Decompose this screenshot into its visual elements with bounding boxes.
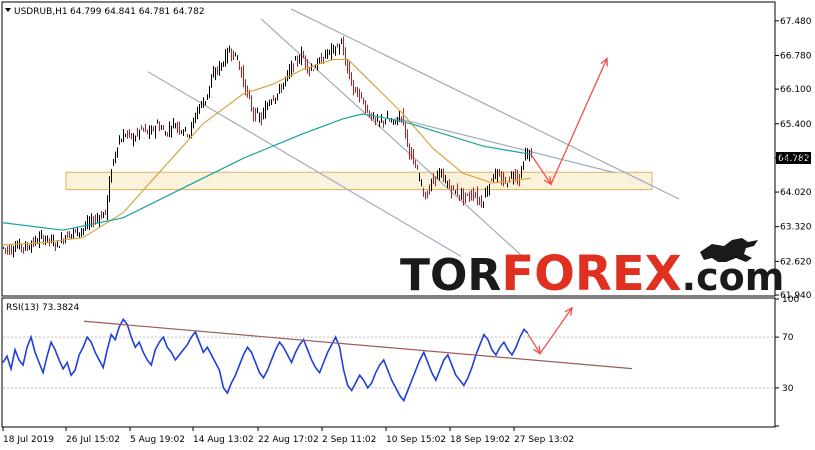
watermark-tor: TOR bbox=[400, 250, 501, 301]
support-zone bbox=[65, 171, 653, 191]
price-y-tick-label: 66.100 bbox=[780, 85, 812, 95]
price-y-tick-label: 67.480 bbox=[780, 17, 812, 27]
x-tick-label: 2 Sep 11:02 bbox=[322, 435, 376, 445]
x-tick-label: 18 Sep 19:02 bbox=[450, 435, 510, 445]
price-y-tick-label: 63.320 bbox=[780, 223, 812, 233]
current-price-tag bbox=[776, 152, 811, 164]
rsi-header: RSI(13) 73.3824 bbox=[6, 303, 79, 313]
price-forecast-arrow-head bbox=[600, 57, 608, 67]
rsi-layer bbox=[2, 306, 774, 403]
x-tick-label: 5 Aug 19:02 bbox=[130, 435, 185, 445]
price-y-tick-label: 64.710 bbox=[780, 154, 812, 164]
rsi-y-tick-label: 70 bbox=[782, 333, 794, 343]
rsi-forecast-arrow-head bbox=[532, 345, 541, 355]
rsi-y-tick-label: 100 bbox=[782, 295, 799, 305]
x-tick-label: 10 Sep 15:02 bbox=[386, 435, 446, 445]
rsi-y-tick-label: 30 bbox=[782, 384, 794, 394]
price-forecast-arrow-head bbox=[543, 176, 552, 186]
trend-line bbox=[147, 71, 462, 257]
price-layer bbox=[2, 8, 680, 262]
trend-line bbox=[290, 8, 680, 200]
price-y-tick-label: 62.620 bbox=[780, 257, 812, 267]
symbol-dropdown-icon[interactable] bbox=[5, 8, 11, 12]
watermark-text: TORFOREX.com bbox=[400, 246, 784, 302]
ma-slow-line bbox=[2, 113, 532, 231]
watermark-forex: FOREX bbox=[501, 246, 681, 302]
rsi-trend-line bbox=[83, 320, 633, 370]
price-panel-frame bbox=[1, 1, 776, 297]
current-price-label: 64.782 bbox=[778, 154, 810, 164]
symbol-header: USDRUB,H1 bbox=[14, 7, 68, 17]
price-y-tick-label: 65.400 bbox=[780, 120, 812, 130]
x-tick-label: 22 Aug 17:02 bbox=[258, 435, 319, 445]
x-tick-label: 27 Sep 13:02 bbox=[514, 435, 574, 445]
ohlc-header: 64.799 64.841 64.781 64.782 bbox=[70, 7, 205, 17]
x-tick-label: 14 Aug 13:02 bbox=[193, 435, 254, 445]
watermark: TORFOREX.com bbox=[400, 238, 784, 302]
x-tick-label: 26 Jul 15:02 bbox=[66, 435, 120, 445]
rsi-line bbox=[2, 317, 529, 403]
trend-line bbox=[394, 117, 616, 174]
price-y-tick-label: 64.020 bbox=[780, 188, 812, 198]
bull-logo-icon bbox=[700, 238, 758, 262]
rsi-forecast-arrow-head bbox=[564, 306, 573, 316]
rsi-panel-frame bbox=[1, 297, 776, 428]
watermark-com: .com bbox=[682, 255, 785, 299]
x-tick-label: 18 Jul 2019 bbox=[3, 435, 54, 445]
price-y-tick-label: 61.940 bbox=[780, 291, 812, 301]
price-y-tick-label: 66.780 bbox=[780, 51, 812, 61]
